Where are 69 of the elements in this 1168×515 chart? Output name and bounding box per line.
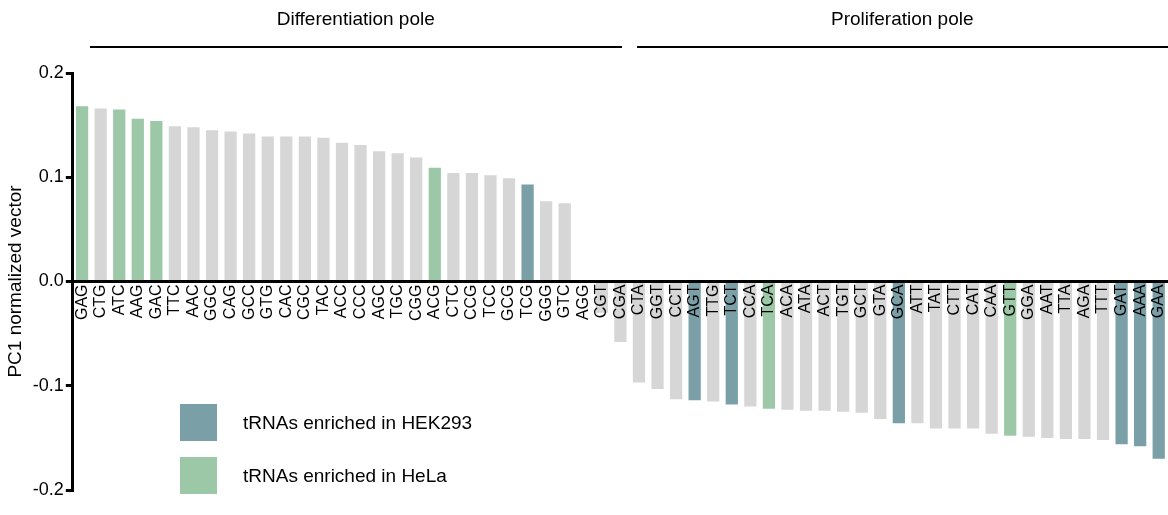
x-tick-label: AGG: [573, 284, 591, 321]
x-tick-label: TCG: [518, 284, 535, 319]
x-tick-label: TCT: [722, 284, 740, 316]
x-tick-label: GTA: [870, 284, 888, 317]
x-tick-label: CGC: [295, 284, 313, 321]
x-tick-label: TCA: [759, 284, 777, 317]
x-tick-label: GTG: [258, 284, 276, 320]
y-axis-title: PC1 normalized vector: [3, 184, 25, 378]
x-tick-label: GTC: [555, 284, 573, 319]
text: Proliferation pole: [636, 8, 1168, 48]
x-tick-label: ACT: [815, 284, 832, 317]
x-tick-label: GCC: [239, 284, 257, 321]
x-tick-label: CCC: [350, 284, 368, 320]
x-tick-label: AAG: [128, 284, 146, 319]
x-tick-label: GAC: [146, 284, 164, 320]
x-tick-label: GGT: [647, 284, 665, 320]
y-tick-label: -0.1: [32, 374, 64, 395]
x-tick-label: GCT: [852, 284, 870, 319]
x-tick-label: CAC: [276, 284, 294, 319]
x-tick-label: AGA: [1074, 284, 1092, 319]
x-tick-label: TTC: [165, 284, 183, 316]
x-tick-label: ACC: [332, 284, 350, 319]
y-tick-label: -0.2: [32, 478, 64, 499]
x-tick-label: AGT: [685, 284, 703, 318]
x-tick-label: ATC: [109, 284, 127, 316]
text: Differentiation pole: [90, 8, 622, 48]
x-tick-label: ATA: [796, 284, 814, 314]
x-tick-label: TTG: [703, 284, 721, 317]
legend-label: tRNAs enriched in HeLa: [243, 464, 447, 487]
x-tick-label: CAA: [982, 284, 1000, 318]
x-tick-label: TGT: [833, 284, 851, 317]
x-tick-label: ACG: [425, 284, 443, 320]
x-tick-label: CCT: [666, 284, 684, 318]
x-tick-label: CTG: [91, 284, 109, 319]
x-tick-label: TTA: [1056, 284, 1074, 314]
x-tick-label: GGA: [1019, 284, 1037, 321]
x-tick-label: TGC: [388, 284, 406, 319]
x-tick-label: GAA: [1149, 284, 1167, 319]
x-tick-label: CCA: [740, 284, 758, 319]
x-tick-label: GCG: [499, 284, 517, 321]
x-tick-label: AGC: [369, 284, 387, 320]
x-tick-label: CTA: [629, 284, 647, 316]
x-tick-label: GCA: [889, 284, 907, 320]
x-tick-label: TTT: [1093, 284, 1111, 314]
x-tick-label: GTT: [1000, 284, 1018, 317]
y-tick-label: 0.1: [38, 166, 64, 187]
x-tick-label: GAG: [72, 284, 90, 321]
x-tick-label: TCC: [480, 284, 498, 318]
x-tick-label: AAA: [1130, 284, 1148, 317]
legend-label: tRNAs enriched in HEK293: [243, 411, 473, 434]
x-tick-label: CTT: [944, 284, 962, 316]
x-tick-label: CAT: [963, 284, 981, 316]
x-tick-label: GAT: [1112, 284, 1129, 317]
x-tick-label: CCG: [462, 284, 480, 321]
x-tick-label: AAC: [183, 284, 201, 318]
x-tick-label: ACA: [777, 284, 795, 318]
x-tick-label: TAC: [313, 284, 331, 316]
y-tick-label: 0.2: [38, 61, 64, 82]
x-tick-label: ATT: [907, 284, 925, 314]
x-tick-label: CGA: [610, 284, 628, 320]
x-tick-label: CGT: [592, 284, 610, 319]
x-tick-label: CAG: [221, 284, 238, 320]
x-tick-label: GGC: [202, 284, 220, 321]
y-tick-label: 0.0: [38, 270, 64, 291]
x-tick-label: GGG: [536, 284, 554, 322]
x-tick-label: AAT: [1037, 284, 1055, 315]
x-tick-label: TAT: [926, 284, 944, 313]
x-tick-label: CTC: [443, 284, 461, 318]
x-tick-label: CGG: [406, 284, 424, 321]
